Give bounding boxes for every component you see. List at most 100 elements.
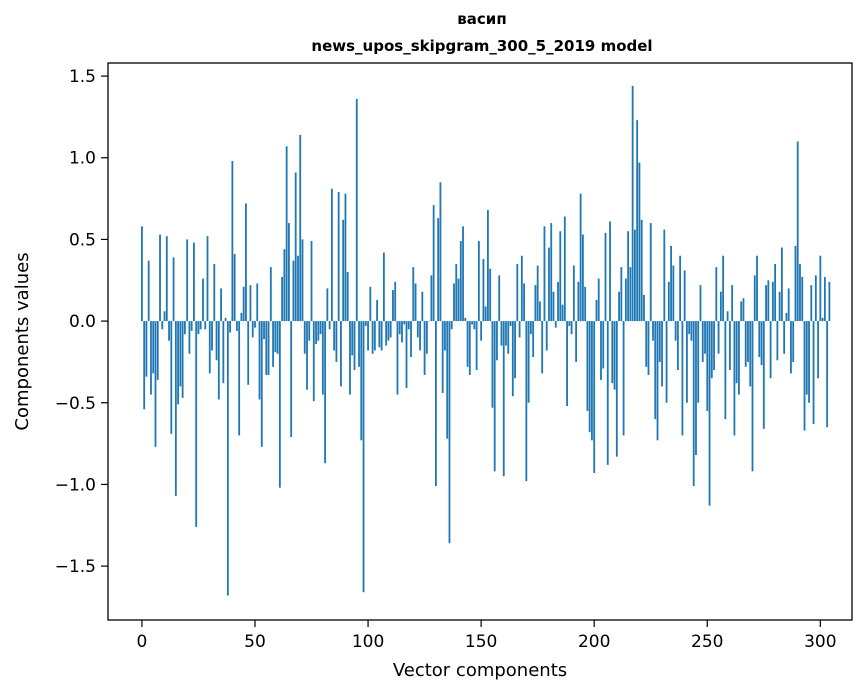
bar-113 (396, 321, 399, 395)
bar-282 (778, 291, 781, 322)
bar-258 (724, 321, 727, 420)
bar-73 (306, 321, 308, 390)
bar-280 (774, 263, 777, 322)
bar-249 (704, 321, 706, 354)
y-tick-label: 1.0 (69, 149, 96, 169)
bar-136 (448, 321, 451, 544)
bar-59 (274, 321, 277, 353)
bar-119 (410, 321, 412, 358)
bar-219 (636, 120, 639, 322)
bar-102 (371, 321, 374, 354)
bar-38 (226, 321, 229, 596)
bar-83 (328, 321, 331, 330)
bar-53 (260, 321, 263, 447)
bar-270 (751, 321, 754, 472)
y-axis-label: Components values (12, 252, 33, 430)
bar-57 (269, 267, 272, 322)
bar-183 (554, 321, 557, 328)
bar-195 (581, 234, 584, 322)
bar-243 (690, 321, 693, 341)
bar-143 (464, 317, 467, 322)
bar-245 (695, 321, 697, 456)
bar-93 (351, 321, 354, 356)
bar-19 (183, 321, 186, 335)
bar-225 (649, 223, 652, 322)
bar-151 (482, 259, 485, 322)
bar-214 (624, 278, 627, 322)
bar-296 (810, 285, 813, 322)
bar-164 (511, 321, 514, 397)
bar-134 (444, 321, 446, 351)
bar-140 (457, 278, 460, 322)
bar-247 (699, 285, 702, 322)
bar-80 (321, 321, 324, 395)
plot-frame (107, 62, 853, 621)
x-tick-label: 100 (352, 632, 384, 652)
bar-84 (330, 188, 333, 322)
bar-108 (385, 321, 388, 346)
bar-209 (613, 321, 616, 390)
bar-129 (432, 205, 435, 322)
bar-1 (143, 321, 146, 410)
y-tick-label: −0.5 (55, 394, 96, 414)
bar-45 (242, 286, 245, 322)
x-tick-label: 50 (244, 632, 266, 652)
bar-180 (548, 247, 550, 322)
bar-124 (421, 291, 424, 322)
bar-207 (609, 221, 611, 322)
bar-178 (543, 226, 546, 322)
bar-128 (430, 275, 433, 322)
bar-192 (575, 321, 578, 362)
bar-196 (584, 286, 587, 322)
bar-30 (208, 321, 211, 374)
bar-287 (790, 321, 792, 374)
bar-86 (335, 321, 338, 362)
bar-229 (658, 321, 661, 362)
bar-174 (534, 285, 537, 322)
bar-51 (256, 283, 259, 322)
bar-62 (281, 276, 284, 322)
bar-217 (631, 85, 634, 322)
bar-46 (245, 203, 247, 322)
bar-158 (498, 275, 501, 322)
bar-153 (487, 210, 489, 322)
bar-31 (211, 321, 213, 351)
bar-213 (622, 321, 625, 436)
bar-236 (674, 321, 677, 341)
bar-291 (799, 263, 801, 322)
bar-26 (199, 321, 202, 330)
bar-101 (369, 286, 372, 322)
bar-74 (308, 321, 311, 341)
bar-224 (647, 321, 650, 375)
bar-52 (258, 321, 261, 400)
bar-250 (706, 321, 709, 411)
bar-147 (473, 321, 476, 330)
bar-150 (480, 321, 483, 341)
bar-88 (340, 321, 342, 387)
bar-21 (188, 321, 191, 354)
bar-106 (380, 321, 383, 351)
y-tick-label: −1.0 (55, 475, 96, 495)
bar-34 (217, 321, 220, 400)
bar-281 (776, 321, 779, 361)
bar-244 (692, 321, 695, 487)
bar-226 (652, 321, 654, 341)
bar-275 (762, 321, 765, 429)
bar-189 (568, 321, 571, 326)
bar-187 (563, 216, 566, 322)
bar-240 (683, 270, 686, 322)
bar-167 (518, 321, 521, 338)
bar-252 (710, 321, 713, 379)
bar-99 (364, 321, 367, 326)
bar-221 (640, 219, 643, 322)
bar-117 (405, 321, 408, 389)
bar-228 (656, 321, 659, 441)
bar-265 (740, 301, 743, 322)
bar-302 (823, 276, 826, 322)
bar-71 (301, 239, 304, 322)
bar-47 (247, 321, 250, 385)
bar-256 (719, 291, 722, 322)
bar-18 (181, 321, 184, 398)
bar-169 (523, 283, 525, 322)
bar-40 (231, 161, 234, 322)
